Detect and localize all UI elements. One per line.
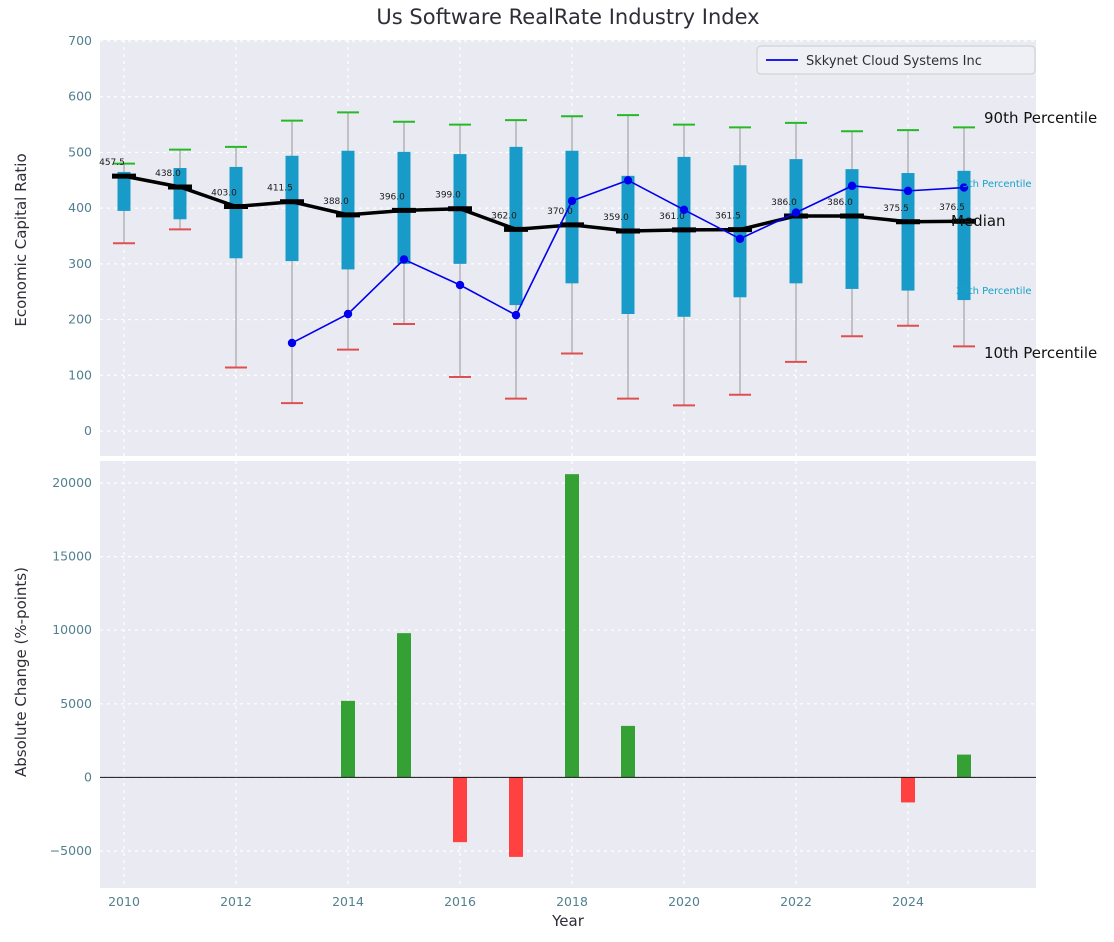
bar-2019 <box>621 725 635 778</box>
median-label-2017: 362.0 <box>491 211 517 221</box>
bar-2016 <box>453 777 467 843</box>
xtick-2012: 2012 <box>220 894 252 909</box>
right-label-75th-percentile: 75th Percentile <box>956 179 1032 190</box>
company-marker-2014 <box>343 309 353 319</box>
median-label-2019: 359.0 <box>603 213 629 223</box>
xlabel-year: Year <box>552 912 584 930</box>
company-marker-2017 <box>511 310 521 320</box>
median-label-2018: 370.0 <box>547 207 573 217</box>
ytick-top-600: 600 <box>68 89 92 104</box>
median-label-2020: 361.0 <box>659 212 685 222</box>
box-2013 <box>285 155 299 262</box>
bar-2015 <box>397 633 411 778</box>
median-label-2013: 411.5 <box>267 184 293 194</box>
box-2012 <box>229 166 243 259</box>
box-2024 <box>901 173 915 291</box>
ytick-top-700: 700 <box>68 33 92 48</box>
bar-2025 <box>957 754 971 778</box>
bar-2017 <box>509 777 523 857</box>
median-label-2012: 403.0 <box>211 188 237 198</box>
median-label-2021: 361.5 <box>715 212 741 222</box>
ytick-top-100: 100 <box>68 367 92 382</box>
company-marker-2021 <box>735 234 745 243</box>
bar-2014 <box>341 700 355 778</box>
legend <box>756 45 1036 75</box>
ytick-bottom-10000: 10000 <box>52 622 92 637</box>
ytick-bottom-0: 0 <box>84 769 92 784</box>
median-label-2014: 388.0 <box>323 197 349 207</box>
ytick-bottom--5000: −5000 <box>50 843 92 858</box>
right-label-25th-percentile: 25th Percentile <box>956 286 1032 297</box>
box-2020 <box>677 156 691 317</box>
xtick-2020: 2020 <box>668 894 700 909</box>
median-label-2022: 386.0 <box>771 198 797 208</box>
ytick-top-500: 500 <box>68 144 92 159</box>
chart-title: Us Software RealRate Industry Index <box>376 5 760 29</box>
ytick-bottom-5000: 5000 <box>60 696 92 711</box>
median-label-2025: 376.5 <box>939 203 965 213</box>
legend-label: Skkynet Cloud Systems Inc <box>806 54 982 69</box>
ytick-top-300: 300 <box>68 256 92 271</box>
ylabel-absolute-change: Absolute Change (%-points) <box>12 567 30 777</box>
box-2014 <box>341 150 355 270</box>
company-marker-2019 <box>623 176 633 185</box>
company-marker-2025 <box>959 183 969 192</box>
box-2017 <box>509 146 523 306</box>
ytick-top-0: 0 <box>84 423 92 438</box>
bar-2018 <box>565 474 579 778</box>
box-2022 <box>789 159 803 284</box>
bar-2024 <box>901 777 915 803</box>
xtick-2024: 2024 <box>892 894 924 909</box>
company-marker-2013 <box>287 338 297 348</box>
company-marker-2023 <box>847 181 857 191</box>
box-2018 <box>565 150 579 284</box>
right-label-median: Median <box>951 212 1006 230</box>
box-2015 <box>397 151 411 264</box>
ytick-top-400: 400 <box>68 200 92 215</box>
right-label-90th-percentile: 90th Percentile <box>984 109 1097 127</box>
company-marker-2020 <box>679 205 689 215</box>
xtick-2014: 2014 <box>332 894 364 909</box>
company-marker-2016 <box>455 280 465 290</box>
right-label-10th-percentile: 10th Percentile <box>984 344 1097 362</box>
xtick-2010: 2010 <box>108 894 140 909</box>
xtick-2022: 2022 <box>780 894 812 909</box>
ytick-top-200: 200 <box>68 312 92 327</box>
company-marker-2024 <box>903 186 913 196</box>
box-2019 <box>621 175 635 314</box>
xtick-2018: 2018 <box>556 894 588 909</box>
median-label-2024: 375.5 <box>883 204 909 214</box>
median-label-2016: 399.0 <box>435 191 461 201</box>
company-marker-2015 <box>399 255 409 264</box>
box-2010 <box>117 171 131 211</box>
ytick-bottom-20000: 20000 <box>52 475 92 490</box>
ytick-bottom-15000: 15000 <box>52 549 92 564</box>
median-label-2011: 438.0 <box>155 169 181 179</box>
company-marker-2022 <box>791 208 801 217</box>
median-label-2023: 386.0 <box>827 198 853 208</box>
ylabel-economic-capital-ratio: Economic Capital Ratio <box>12 153 30 327</box>
box-2023 <box>845 169 859 289</box>
box-2011 <box>173 168 187 220</box>
median-label-2015: 396.0 <box>379 192 405 202</box>
box-2025 <box>957 170 971 301</box>
median-label-2010: 457.5 <box>99 158 125 168</box>
median-line <box>123 174 965 233</box>
company-marker-2018 <box>567 196 577 206</box>
xtick-2016: 2016 <box>444 894 476 909</box>
